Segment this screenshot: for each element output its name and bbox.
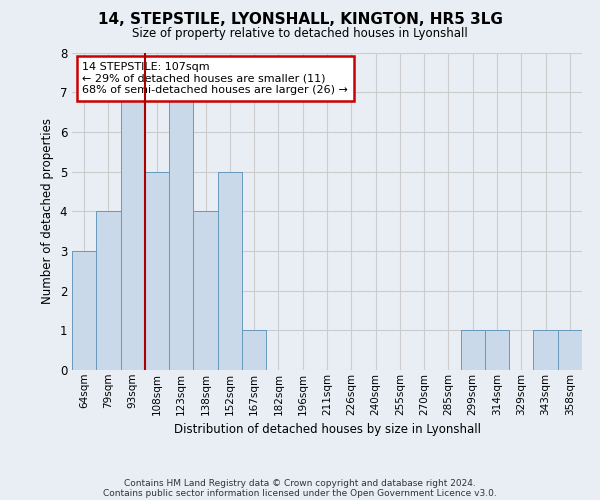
Y-axis label: Number of detached properties: Number of detached properties bbox=[41, 118, 54, 304]
Bar bbox=[485, 330, 509, 370]
Text: Size of property relative to detached houses in Lyonshall: Size of property relative to detached ho… bbox=[132, 28, 468, 40]
Bar bbox=[558, 330, 582, 370]
Text: Contains public sector information licensed under the Open Government Licence v3: Contains public sector information licen… bbox=[103, 488, 497, 498]
Bar bbox=[218, 172, 242, 370]
Text: Contains HM Land Registry data © Crown copyright and database right 2024.: Contains HM Land Registry data © Crown c… bbox=[124, 478, 476, 488]
Bar bbox=[533, 330, 558, 370]
Text: 14 STEPSTILE: 107sqm
← 29% of detached houses are smaller (11)
68% of semi-detac: 14 STEPSTILE: 107sqm ← 29% of detached h… bbox=[82, 62, 348, 95]
Text: 14, STEPSTILE, LYONSHALL, KINGTON, HR5 3LG: 14, STEPSTILE, LYONSHALL, KINGTON, HR5 3… bbox=[98, 12, 502, 28]
Bar bbox=[96, 211, 121, 370]
Bar bbox=[193, 211, 218, 370]
Bar bbox=[461, 330, 485, 370]
Bar bbox=[169, 92, 193, 370]
Bar bbox=[242, 330, 266, 370]
Bar bbox=[72, 251, 96, 370]
Bar bbox=[121, 92, 145, 370]
X-axis label: Distribution of detached houses by size in Lyonshall: Distribution of detached houses by size … bbox=[173, 423, 481, 436]
Bar bbox=[145, 172, 169, 370]
